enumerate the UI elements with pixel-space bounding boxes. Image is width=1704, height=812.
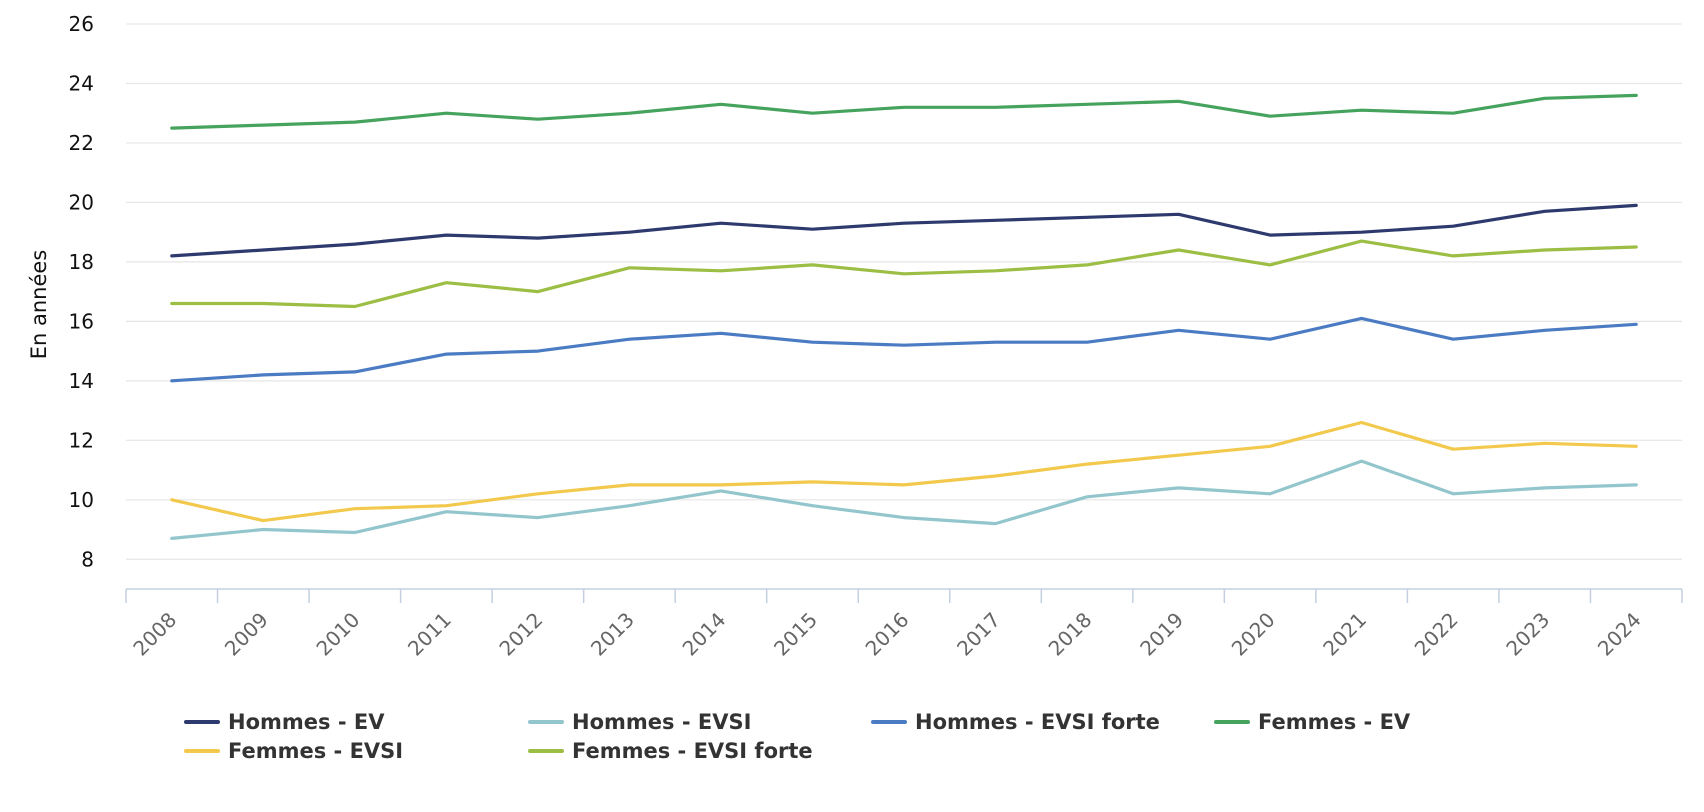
x-tick-label: 2011 (403, 608, 456, 661)
x-tick-label: 2013 (586, 608, 639, 661)
x-tick-label: 2019 (1135, 608, 1188, 661)
x-tick-label: 2022 (1410, 608, 1463, 661)
legend-item[interactable]: Hommes - EVSI forte (871, 710, 1160, 734)
legend-item[interactable]: Femmes - EVSI forte (528, 739, 813, 763)
series-line-6 (170, 239, 1638, 309)
y-tick-label: 18 (69, 250, 94, 274)
x-tick-label: 2008 (128, 608, 181, 661)
series-line-1 (170, 203, 1638, 258)
y-tick-label: 14 (69, 369, 94, 393)
x-tick-label: 2015 (769, 608, 822, 661)
legend-label: Femmes - EV (1258, 710, 1411, 734)
legend-item[interactable]: Femmes - EVSI (184, 739, 403, 763)
gridlines (126, 23, 1682, 560)
x-tick-label: 2021 (1318, 608, 1371, 661)
y-tick-label: 24 (69, 71, 94, 95)
x-axis: 2008 2009 2010 2011 2012 2013 2014 2015 2016 2017… (125, 588, 1683, 661)
legend-item[interactable]: Femmes - EV (1214, 710, 1411, 734)
legend-label: Hommes - EVSI (572, 710, 751, 734)
legend-label: Hommes - EV (228, 710, 385, 734)
y-tick-label: 16 (69, 309, 94, 333)
y-axis-title: En années (27, 250, 51, 360)
x-tick-label: 2016 (861, 608, 914, 661)
y-tick-label: 26 (69, 12, 94, 36)
legend-label: Femmes - EVSI (228, 739, 403, 763)
y-axis: 8 10 12 14 16 18 20 22 24 26 En années (27, 12, 94, 571)
legend-label: Hommes - EVSI forte (915, 710, 1160, 734)
series-line-2 (170, 459, 1638, 541)
legend-label: Femmes - EVSI forte (572, 739, 813, 763)
legend-item[interactable]: Hommes - EVSI (528, 710, 751, 734)
legend: Hommes - EV Hommes - EVSI Hommes - EVSI fo… (184, 710, 1411, 763)
legend-item[interactable]: Hommes - EV (184, 710, 385, 734)
y-tick-label: 10 (69, 488, 94, 512)
x-tick-label: 2024 (1593, 608, 1646, 661)
x-tick-label: 2023 (1501, 608, 1554, 661)
x-tick-label: 2018 (1044, 608, 1097, 661)
x-tick-label: 2010 (311, 608, 364, 661)
x-tick-label: 2017 (952, 608, 1005, 661)
series-lines (170, 93, 1638, 541)
y-tick-label: 12 (69, 428, 94, 452)
series-line-3 (170, 316, 1638, 383)
x-tick-label: 2020 (1227, 608, 1280, 661)
x-tick-label: 2009 (220, 608, 273, 661)
series-line-5 (170, 420, 1638, 523)
x-tick-label: 2012 (494, 608, 547, 661)
y-tick-label: 8 (81, 547, 94, 571)
y-tick-label: 22 (69, 131, 94, 155)
x-tick-label: 2014 (678, 608, 731, 661)
y-tick-label: 20 (69, 190, 94, 214)
series-line-4 (170, 93, 1638, 130)
